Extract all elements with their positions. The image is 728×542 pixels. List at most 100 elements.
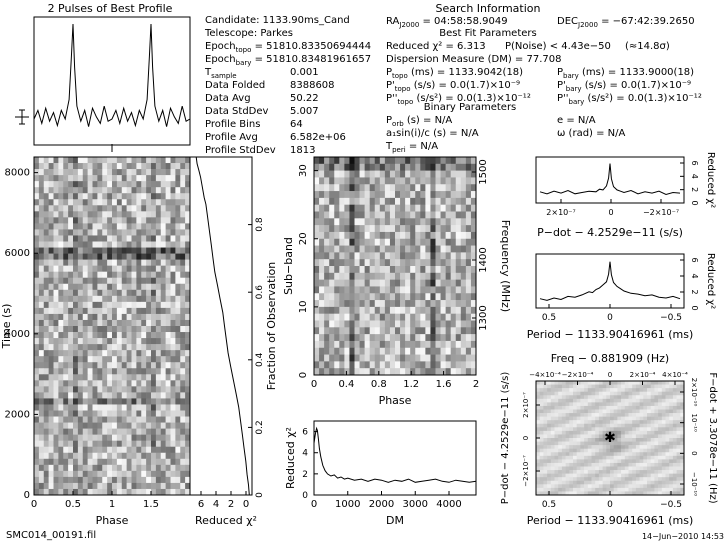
period-pdot-cell (665, 438, 670, 442)
time-phase-cell (77, 241, 84, 248)
time-phase-cell (77, 313, 84, 321)
time-phase-cell (165, 446, 171, 454)
period-pdot-cell (665, 388, 670, 392)
time-phase-cell (131, 295, 137, 303)
time-phase-cell (73, 193, 79, 200)
time-phase-cell (136, 259, 142, 266)
time-phase-cell (131, 488, 137, 496)
period-pdot-cell (558, 455, 563, 460)
subband-phase-cell (374, 184, 381, 192)
asini-line: a₁sin(i)/c (s) = N/A (386, 128, 479, 139)
period-pdot-cell (547, 438, 552, 442)
subband-phase-cell (324, 225, 330, 233)
time-phase-cell (82, 193, 88, 200)
period-pdot-cell (561, 405, 566, 410)
time-phase-cell (151, 392, 157, 399)
subband-phase-cell (465, 300, 472, 308)
period-pdot-cell (665, 462, 670, 467)
time-phase-cell (107, 398, 113, 405)
time-phase-cell (185, 374, 191, 381)
subband-phase-cell (339, 368, 345, 376)
period-pdot-cell (639, 423, 644, 428)
subband-phase-cell (400, 204, 406, 212)
time-phase-cell (34, 247, 40, 254)
time-phase-cell (136, 175, 142, 182)
subband-phase-cell (324, 259, 330, 267)
period-pdot-cell (610, 487, 614, 492)
period-pdot-cell (661, 420, 666, 425)
period-pdot-cell (554, 409, 559, 414)
subband-phase-cell (455, 293, 462, 301)
subband-phase-cell (314, 347, 320, 355)
period-pdot-cell (584, 462, 589, 467)
time-phase-cell (141, 289, 147, 297)
time-phase-cell (165, 163, 171, 170)
period-pdot-cell (613, 491, 618, 496)
subband-phase-cell (465, 225, 472, 233)
period-pdot-cell (632, 455, 637, 460)
subband-phase-cell (430, 340, 436, 349)
time-phase-cell (121, 157, 127, 164)
period-pdot-cell (661, 423, 666, 428)
time-phase-cell (112, 217, 118, 224)
subband-phase-cell (324, 266, 330, 274)
subband-phase-cell (384, 231, 391, 240)
period-pdot-cell (606, 441, 611, 446)
period-pdot-cell (547, 459, 552, 464)
period-pdot-cell (639, 477, 644, 482)
profile-title: 2 Pulses of Best Profile (48, 2, 173, 15)
subband-phase-cell (339, 238, 345, 246)
period-pdot-cell (576, 416, 581, 421)
time-phase-cell (87, 247, 93, 254)
time-phase-cell (58, 458, 64, 466)
time-phase-cell (151, 295, 157, 303)
subband-phase-cell (470, 191, 477, 199)
time-phase-cell (107, 350, 113, 357)
period-pdot-cell (621, 445, 626, 449)
period-pdot-cell (665, 423, 670, 428)
time-phase-cell (170, 434, 176, 441)
period-pdot-cell (665, 477, 670, 482)
subband-phase-cell (314, 306, 320, 314)
period-pdot-cell (643, 430, 648, 435)
period-pdot-y2-tick-label: 0 (690, 451, 698, 455)
subband-phase-cell (389, 272, 396, 280)
subband-phase-cell (384, 177, 391, 185)
subband-phase-cell (354, 300, 360, 308)
time-phase-cell (116, 440, 123, 448)
time-phase-cell (38, 265, 45, 272)
subband-phase-cell (319, 197, 325, 205)
time-phase-cell (58, 199, 64, 206)
period-pdot-cell (632, 462, 637, 467)
time-phase-cell (87, 253, 93, 260)
time-phase-cell (136, 205, 142, 212)
subband-phase-cell (339, 259, 345, 267)
time-phase-cell (131, 235, 137, 242)
time-phase-cell (77, 326, 84, 333)
subband-phase-cell (450, 231, 457, 240)
subband-phase-cell (384, 293, 391, 301)
period-pdot-cell (654, 462, 659, 467)
subband-phase-cell (324, 272, 330, 280)
period-pdot-cell (543, 452, 548, 457)
time-phase-cell (116, 326, 123, 333)
period-pdot-cell (569, 445, 574, 449)
period-pdot-cell (680, 381, 685, 385)
period-pdot-cell (554, 445, 559, 449)
time-phase-cell (38, 488, 45, 496)
subband-phase-cell (395, 218, 401, 226)
subband-phase-cell (339, 293, 345, 301)
period-pdot-cell (669, 484, 674, 489)
period-pdot-cell (665, 434, 670, 439)
time-phase-cell (112, 175, 118, 182)
period-pdot-cell (591, 427, 596, 432)
period-pdot-cell (543, 388, 548, 392)
time-phase-cell (155, 193, 162, 200)
profile-bins-value: 64 (290, 119, 303, 130)
time-phase-cell (116, 235, 123, 242)
time-phase-cell (131, 187, 137, 194)
subband-phase-cell (465, 306, 472, 314)
period-pdot-cell (543, 391, 548, 396)
period-pdot-cell (598, 416, 603, 421)
time-phase-cell (48, 392, 54, 399)
